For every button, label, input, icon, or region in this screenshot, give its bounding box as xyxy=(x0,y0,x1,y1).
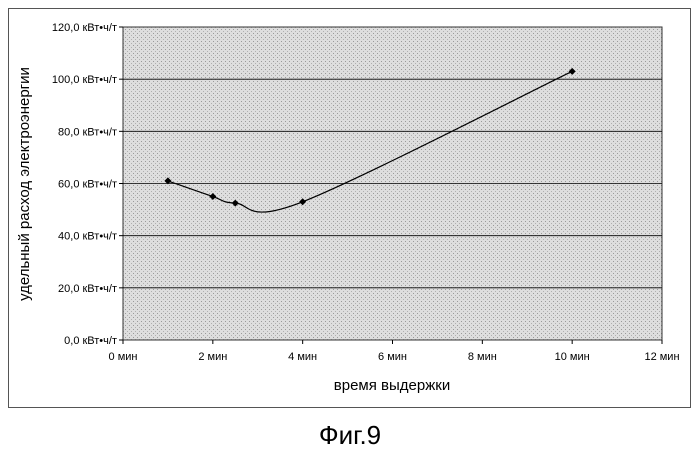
y-tick-label: 80,0 кВт•ч/т xyxy=(58,126,117,138)
chart-svg: 0,0 кВт•ч/т 20,0 кВт•ч/т 40,0 кВт•ч/т 60,0 … xyxy=(9,9,692,409)
x-axis-title: время выдержки xyxy=(334,377,450,394)
x-tick-label: 12 мин xyxy=(644,351,679,363)
x-tick-label: 8 мин xyxy=(468,351,497,363)
y-tick-label: 0,0 кВт•ч/т xyxy=(64,335,117,347)
figure-caption: Фиг.9 xyxy=(0,420,700,451)
x-tick-label: 10 мин xyxy=(555,351,590,363)
x-tick-label: 6 мин xyxy=(378,351,407,363)
y-tick-label: 60,0 кВт•ч/т xyxy=(58,179,117,191)
x-tick-label: 0 мин xyxy=(109,351,138,363)
y-tick-label: 40,0 кВт•ч/т xyxy=(58,231,117,243)
y-axis-title: удельный расход электроэнергии xyxy=(16,67,33,301)
x-tick-label: 2 мин xyxy=(198,351,227,363)
chart-frame: 0,0 кВт•ч/т 20,0 кВт•ч/т 40,0 кВт•ч/т 60,0 … xyxy=(8,8,691,408)
y-tick-label: 120,0 кВт•ч/т xyxy=(52,22,117,34)
y-tick-label: 100,0 кВт•ч/т xyxy=(52,74,117,86)
x-tick-label: 4 мин xyxy=(288,351,317,363)
y-tick-label: 20,0 кВт•ч/т xyxy=(58,283,117,295)
